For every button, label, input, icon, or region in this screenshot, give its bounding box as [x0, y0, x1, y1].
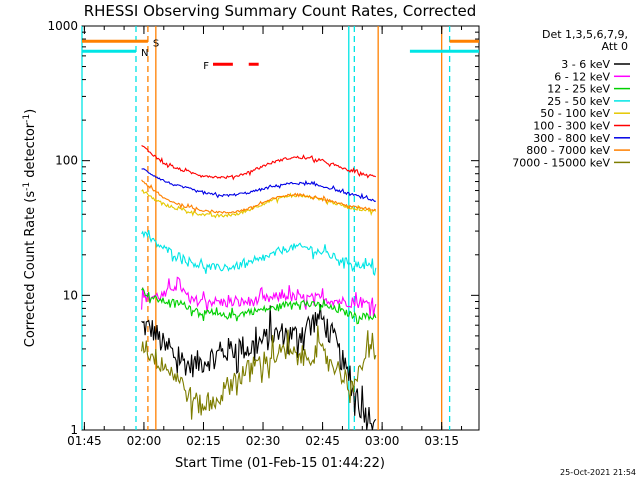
x-tick-label-2: 02:15 — [186, 434, 221, 448]
legend-entry-label-2: 12 - 25 keV — [547, 83, 610, 96]
legend-header-line-2: Att 0 — [602, 40, 628, 53]
y-axis-label-sup2: -1 — [22, 114, 32, 123]
x-tick-label-0: 01:45 — [67, 434, 102, 448]
series-lines — [141, 145, 377, 431]
x-tick-label-6: 03:15 — [424, 434, 459, 448]
legend-header-line-1: Det 1,3,5,6,7,9, — [542, 28, 628, 41]
legend-entry-label-6: 300 - 800 keV — [533, 132, 610, 145]
y-axis-label-part2: detector — [23, 122, 38, 182]
y-tick-label-1: 10 — [63, 288, 78, 302]
state-label-f: F — [203, 61, 209, 72]
y-axis-label-part1: Corrected Count Rate (s — [23, 191, 38, 348]
y-tick-label-3: 1000 — [47, 19, 78, 33]
series-line-7 — [141, 179, 377, 214]
chart-title: RHESSI Observing Summary Count Rates, Co… — [84, 2, 477, 20]
plot-area — [81, 25, 480, 431]
x-tick-label-4: 02:45 — [305, 434, 340, 448]
y-tick-label-2: 100 — [55, 154, 78, 168]
x-axis-label: Start Time (01-Feb-15 01:44:22) — [175, 456, 385, 471]
state-label-s: S — [153, 38, 159, 49]
y-tick-label-0: 1 — [70, 423, 78, 437]
y-axis-label-part3: ) — [23, 109, 38, 114]
series-line-1 — [141, 276, 377, 318]
legend-entry-label-5: 100 - 300 keV — [533, 120, 610, 133]
series-line-5 — [141, 145, 377, 181]
legend-entry-label-1: 6 - 12 keV — [554, 70, 610, 83]
y-axis-label-sup1: -1 — [22, 182, 32, 191]
state-bars: NS F — [82, 38, 479, 72]
series-line-0 — [141, 303, 377, 431]
generation-timestamp: 25-Oct-2021 21:54 — [560, 468, 636, 477]
legend-entry-label-4: 50 - 100 keV — [540, 107, 610, 120]
axes: 1 10 100 1000 01:45 02:00 02:15 02:30 02:45 03:00… — [47, 19, 479, 448]
plot-frame — [81, 25, 480, 431]
event-marker-lines — [81, 26, 451, 430]
legend-entry-label-8: 7000 - 15000 keV — [512, 156, 610, 169]
series-line-6 — [141, 168, 376, 202]
legend-entry-label-0: 3 - 6 keV — [561, 58, 610, 71]
legend-entry-label-3: 25 - 50 keV — [547, 95, 610, 108]
legend-entry-label-7: 800 - 7000 keV — [526, 144, 610, 157]
series-line-2 — [141, 287, 377, 325]
x-tick-label-3: 02:30 — [246, 434, 281, 448]
series-line-8 — [141, 325, 377, 420]
x-tick-label-5: 03:00 — [365, 434, 400, 448]
state-label-n: N — [141, 48, 148, 59]
x-tick-label-1: 02:00 — [127, 434, 162, 448]
series-line-3 — [141, 229, 377, 276]
y-axis-label: Corrected Count Rate (s-1 detector-1) — [22, 109, 38, 347]
